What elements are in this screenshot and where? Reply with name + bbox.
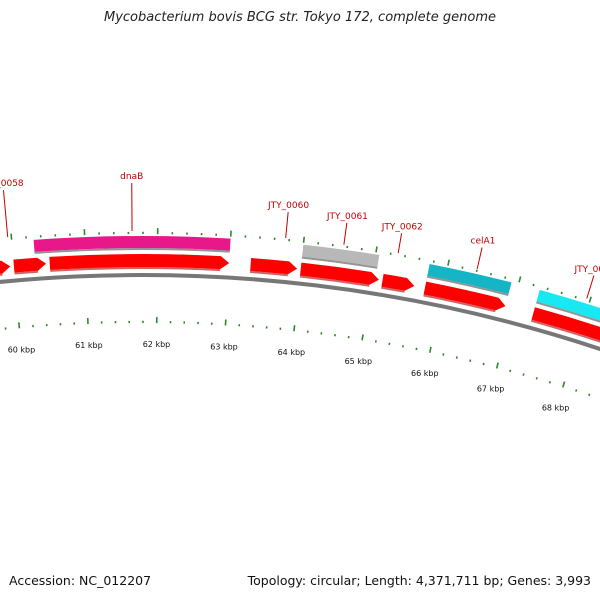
gene-label-layer: rplIJTY_0058dnaBJTY_0060JTY_0061JTY_0062… xyxy=(0,172,600,299)
gc-tick-inner-54 xyxy=(588,393,591,397)
kbp-label-5: 65 kbp xyxy=(345,357,373,366)
cds-arrow-shadow-4 xyxy=(250,271,288,277)
feature-block-shadow-4 xyxy=(426,275,509,296)
gc-tick-inner-50 xyxy=(535,377,538,380)
feature-block-shadow-3 xyxy=(301,256,378,269)
feature-block-shadow-2 xyxy=(34,247,230,254)
cds-arrow-shadow-5 xyxy=(299,275,370,287)
gc-tick-outer-50 xyxy=(560,291,563,295)
gene-label-4: JTY_0061 xyxy=(326,212,368,222)
gc-tick-track-outer xyxy=(10,228,592,303)
gc-tick-inner-47 xyxy=(495,362,499,369)
gene-label-2: dnaB xyxy=(120,172,143,182)
map-title: Mycobacterium bovis BCG str. Tokyo 172, … xyxy=(104,10,496,25)
kbp-scale: 60 kbp 61 kbp 62 kbp 63 kbp 64 kbp 65 kbp 66 k… xyxy=(8,340,570,412)
gc-tick-outer-12 xyxy=(10,233,13,240)
cds-arrow-8 xyxy=(531,307,600,341)
gc-tick-inner-53 xyxy=(575,389,578,392)
gc-tick-outer-32 xyxy=(302,236,306,243)
gene-leader-4 xyxy=(343,222,348,245)
cds-arrow-7 xyxy=(423,281,506,311)
cds-arrow-shadow-2 xyxy=(14,270,39,275)
accession-text: Accession: NC_012207 xyxy=(9,573,152,588)
gene-leader-5 xyxy=(397,233,403,254)
gc-tick-inner-49 xyxy=(522,373,525,376)
feature-block-track xyxy=(33,236,600,323)
cds-arrow-4 xyxy=(250,258,298,275)
gc-tick-inner-52 xyxy=(561,381,566,388)
cds-arrow-shadow-1 xyxy=(0,273,3,276)
gc-tick-inner-45 xyxy=(469,359,472,362)
gene-leader-7 xyxy=(586,275,595,299)
genome-backbone xyxy=(0,273,600,352)
feature-block-2 xyxy=(33,236,231,252)
cds-arrow-shadow-3 xyxy=(50,266,221,272)
gc-tick-inner-37 xyxy=(361,334,364,341)
kbp-label-8: 68 kbp xyxy=(542,403,570,412)
gc-tick-inner-51 xyxy=(548,380,552,384)
gene-leader-1 xyxy=(2,190,9,238)
feature-block-shadow-5 xyxy=(536,301,600,323)
gc-tick-track-inner xyxy=(4,317,591,397)
gc-tick-outer-42 xyxy=(447,259,450,266)
cds-arrow-track xyxy=(0,254,600,343)
kbp-label-6: 66 kbp xyxy=(411,369,439,378)
gene-label-7: JTY_0064 xyxy=(574,265,600,275)
genome-summary-text: Topology: circular; Length: 4,371,711 bp… xyxy=(247,573,591,588)
gc-tick-inner-48 xyxy=(509,369,512,373)
gene-label-3: JTY_0060 xyxy=(267,201,309,211)
gc-tick-inner-12 xyxy=(18,322,21,329)
feature-block-5 xyxy=(536,289,600,321)
feature-block-3 xyxy=(302,244,380,267)
kbp-label-4: 64 kbp xyxy=(278,348,306,357)
gene-label-1: JTY_0058 xyxy=(0,179,24,189)
cds-arrow-6 xyxy=(381,273,415,291)
kbp-label-7: 67 kbp xyxy=(477,385,505,394)
feature-block-4 xyxy=(427,263,512,295)
gc-tick-outer-46 xyxy=(504,276,507,279)
kbp-label-0: 60 kbp xyxy=(8,345,36,354)
cds-arrow-1 xyxy=(0,260,11,274)
gc-tick-outer-49 xyxy=(546,287,549,291)
kbp-label-1: 61 kbp xyxy=(75,341,103,350)
cds-arrow-shadow-8 xyxy=(530,319,600,343)
cds-arrow-shadow-6 xyxy=(381,286,405,293)
gc-tick-outer-52 xyxy=(588,296,592,303)
gc-tick-outer-51 xyxy=(574,295,577,299)
gene-leader-3 xyxy=(285,211,289,238)
gc-tick-outer-48 xyxy=(532,283,535,287)
kbp-label-2: 62 kbp xyxy=(143,340,171,349)
cds-arrow-3 xyxy=(49,254,230,270)
gc-tick-inner-32 xyxy=(293,325,296,332)
gc-tick-outer-47 xyxy=(518,276,522,283)
kbp-label-3: 63 kbp xyxy=(210,342,238,351)
gene-label-6: celA1 xyxy=(471,237,496,247)
gene-label-5: JTY_0062 xyxy=(381,222,423,232)
gene-leader-6 xyxy=(476,247,483,270)
cds-arrow-5 xyxy=(300,262,379,285)
cds-arrow-2 xyxy=(13,257,47,273)
gc-tick-outer-37 xyxy=(375,246,378,253)
gc-tick-inner-42 xyxy=(428,346,432,353)
gc-tick-outer-45 xyxy=(489,272,493,276)
cds-arrow-shadow-7 xyxy=(423,294,496,313)
gc-tick-inner-46 xyxy=(482,362,485,366)
